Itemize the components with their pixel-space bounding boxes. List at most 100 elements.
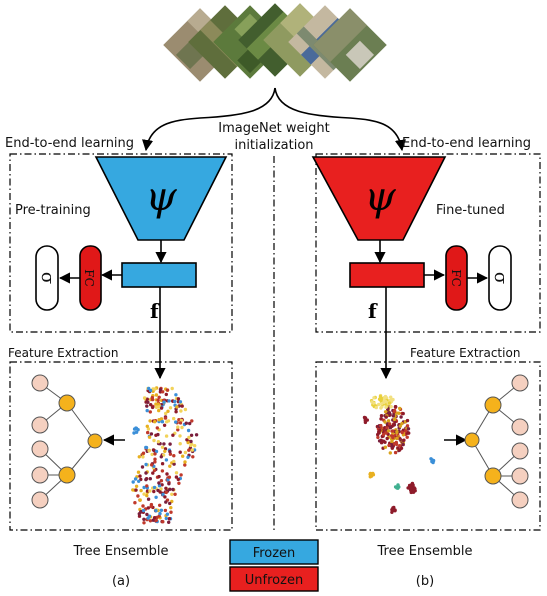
left-section-label: End-to-end learning (5, 136, 134, 151)
scatter-point (153, 420, 157, 424)
scatter-point (178, 450, 182, 454)
right-panel-label: (b) (416, 574, 434, 589)
scatter-point (391, 423, 396, 427)
scatter-point (145, 424, 149, 428)
scatter-point (164, 486, 168, 490)
scatter-point (393, 450, 398, 455)
scatter-point (154, 495, 158, 499)
scatter-point (176, 425, 180, 429)
scatter-point (376, 435, 380, 440)
scatter-point (160, 483, 164, 487)
scatter-point (131, 480, 135, 484)
scatter-point (383, 420, 387, 424)
scatter-point (146, 506, 150, 510)
scatter-point (139, 488, 143, 493)
scatter-point (173, 492, 177, 496)
scatter-point (405, 418, 410, 423)
scatter-point (134, 488, 138, 492)
scatter-point (166, 478, 170, 482)
right-feature-vector (349, 262, 425, 288)
scatter-point (167, 520, 171, 524)
scatter-point (149, 504, 153, 509)
scatter-point (144, 445, 148, 450)
scatter-point (165, 512, 170, 516)
scatter-point (158, 490, 162, 494)
scatter-point (137, 479, 141, 483)
legend: Frozen Unfrozen (229, 539, 319, 592)
scatter-point (398, 406, 402, 411)
scatter-point (168, 449, 172, 454)
scatter-point (151, 471, 155, 475)
scatter-point (189, 433, 194, 437)
scatter-point (170, 386, 174, 391)
scatter-point (159, 487, 163, 491)
scatter-point (172, 454, 176, 458)
scatter-point (160, 469, 165, 473)
right-fc-label: FC (449, 269, 463, 287)
scatter-point (133, 501, 137, 505)
scatter-point (163, 416, 168, 420)
scatter-point (136, 470, 141, 474)
init-caption-line1: ImageNet weight (218, 121, 330, 136)
scatter-point (145, 484, 149, 488)
right-feature-scatter (362, 393, 436, 514)
scatter-point (388, 422, 392, 426)
scatter-point (154, 433, 158, 437)
right-sigma-block (488, 245, 512, 311)
scatter-point (150, 405, 155, 410)
legend-unfrozen-label: Unfrozen (245, 573, 303, 588)
scatter-point (186, 428, 191, 433)
legend-frozen-label: Frozen (253, 546, 296, 561)
scatter-point (145, 404, 149, 408)
scatter-point (392, 417, 397, 422)
scatter-point (134, 484, 139, 488)
right-encoder-trapezoid (311, 156, 447, 241)
scatter-point (142, 485, 146, 490)
scatter-point (146, 400, 150, 404)
left-ensemble-box (9, 361, 233, 531)
scatter-point (140, 465, 145, 469)
scatter-point (157, 481, 161, 485)
scatter-point (400, 430, 404, 435)
scatter-point (179, 409, 183, 413)
scatter-point (161, 492, 165, 497)
scatter-point (400, 421, 404, 426)
right-section-label: End-to-end learning (402, 136, 531, 151)
scatter-point (383, 410, 388, 414)
scatter-point (393, 405, 398, 409)
scatter-point (183, 463, 187, 467)
scatter-point (158, 511, 162, 516)
scatter-point (188, 421, 192, 426)
scatter-point (372, 396, 376, 400)
scatter-point (371, 473, 376, 477)
scatter-point (154, 405, 159, 409)
scatter-point (168, 501, 172, 506)
scatter-point (165, 388, 170, 392)
scatter-point (391, 435, 395, 440)
init-arrow-left (142, 87, 276, 152)
scatter-point (145, 493, 149, 498)
scatter-point (150, 452, 154, 457)
scatter-point (162, 400, 166, 404)
scatter-point (137, 455, 141, 459)
scatter-point (174, 420, 178, 424)
scatter-point (167, 399, 171, 403)
scatter-point (161, 520, 165, 524)
scatter-point (381, 432, 386, 437)
right-tree-ensemble (464, 374, 529, 509)
scatter-point (158, 387, 163, 392)
scatter-point (156, 440, 161, 444)
scatter-point (194, 433, 199, 437)
scatter-point (190, 448, 194, 452)
scatter-point (141, 508, 146, 513)
scatter-point (153, 387, 157, 391)
scatter-point (386, 429, 391, 433)
scatter-point (388, 451, 392, 455)
scatter-point (173, 399, 177, 404)
scatter-point (151, 518, 155, 522)
scatter-point (157, 484, 162, 488)
scatter-point (178, 434, 182, 438)
scatter-point (148, 419, 152, 423)
scatter-point (190, 419, 194, 423)
scatter-point (385, 436, 389, 441)
